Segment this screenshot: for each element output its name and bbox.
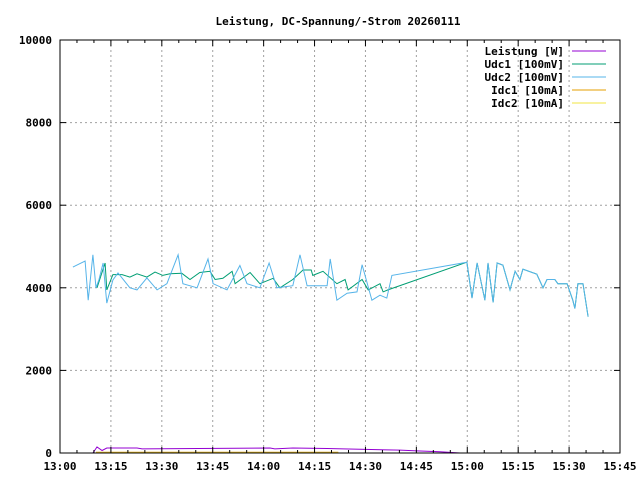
grid [60, 40, 620, 453]
x-tick-label: 13:00 [43, 460, 76, 473]
legend-label: Udc1 [100mV] [485, 58, 564, 71]
y-tick-label: 8000 [26, 117, 53, 130]
plot-frame [59, 39, 621, 454]
x-tick-label: 14:30 [349, 460, 382, 473]
y-tick-label: 2000 [26, 364, 53, 377]
x-tick-label: 13:15 [94, 460, 127, 473]
legend-label: Leistung [W] [485, 45, 564, 58]
legend: Leistung [W]Udc1 [100mV]Udc2 [100mV]Idc1… [485, 45, 606, 110]
chart-title: Leistung, DC-Spannung/-Strom 20260111 [215, 15, 460, 28]
axes-ticks: 13:00 13:15 13:30 13:45 14:00 14:15 14:30 14:45… [19, 34, 637, 473]
x-tick-label: 15:00 [451, 460, 484, 473]
x-tick-label: 14:00 [247, 460, 280, 473]
legend-label: Idc1 [10mA] [491, 84, 564, 97]
series-line-3 [72, 252, 589, 317]
x-tick-label: 13:45 [196, 460, 229, 473]
series-line-1 [92, 446, 461, 454]
y-tick-label: 6000 [26, 199, 53, 212]
y-tick-label: 10000 [19, 34, 52, 47]
y-tick-label: 0 [45, 447, 52, 460]
x-tick-label: 15:45 [603, 460, 636, 473]
y-tick-label: 4000 [26, 282, 53, 295]
legend-label: Udc2 [100mV] [485, 71, 564, 84]
x-tick-label: 14:15 [298, 460, 331, 473]
series-line-2 [96, 261, 589, 317]
x-tick-label: 15:15 [502, 460, 535, 473]
series-lines [72, 252, 589, 454]
x-tick-label: 13:30 [145, 460, 178, 473]
legend-label: Idc2 [10mA] [491, 97, 564, 110]
x-tick-label: 14:45 [400, 460, 433, 473]
x-tick-label: 15:30 [553, 460, 586, 473]
